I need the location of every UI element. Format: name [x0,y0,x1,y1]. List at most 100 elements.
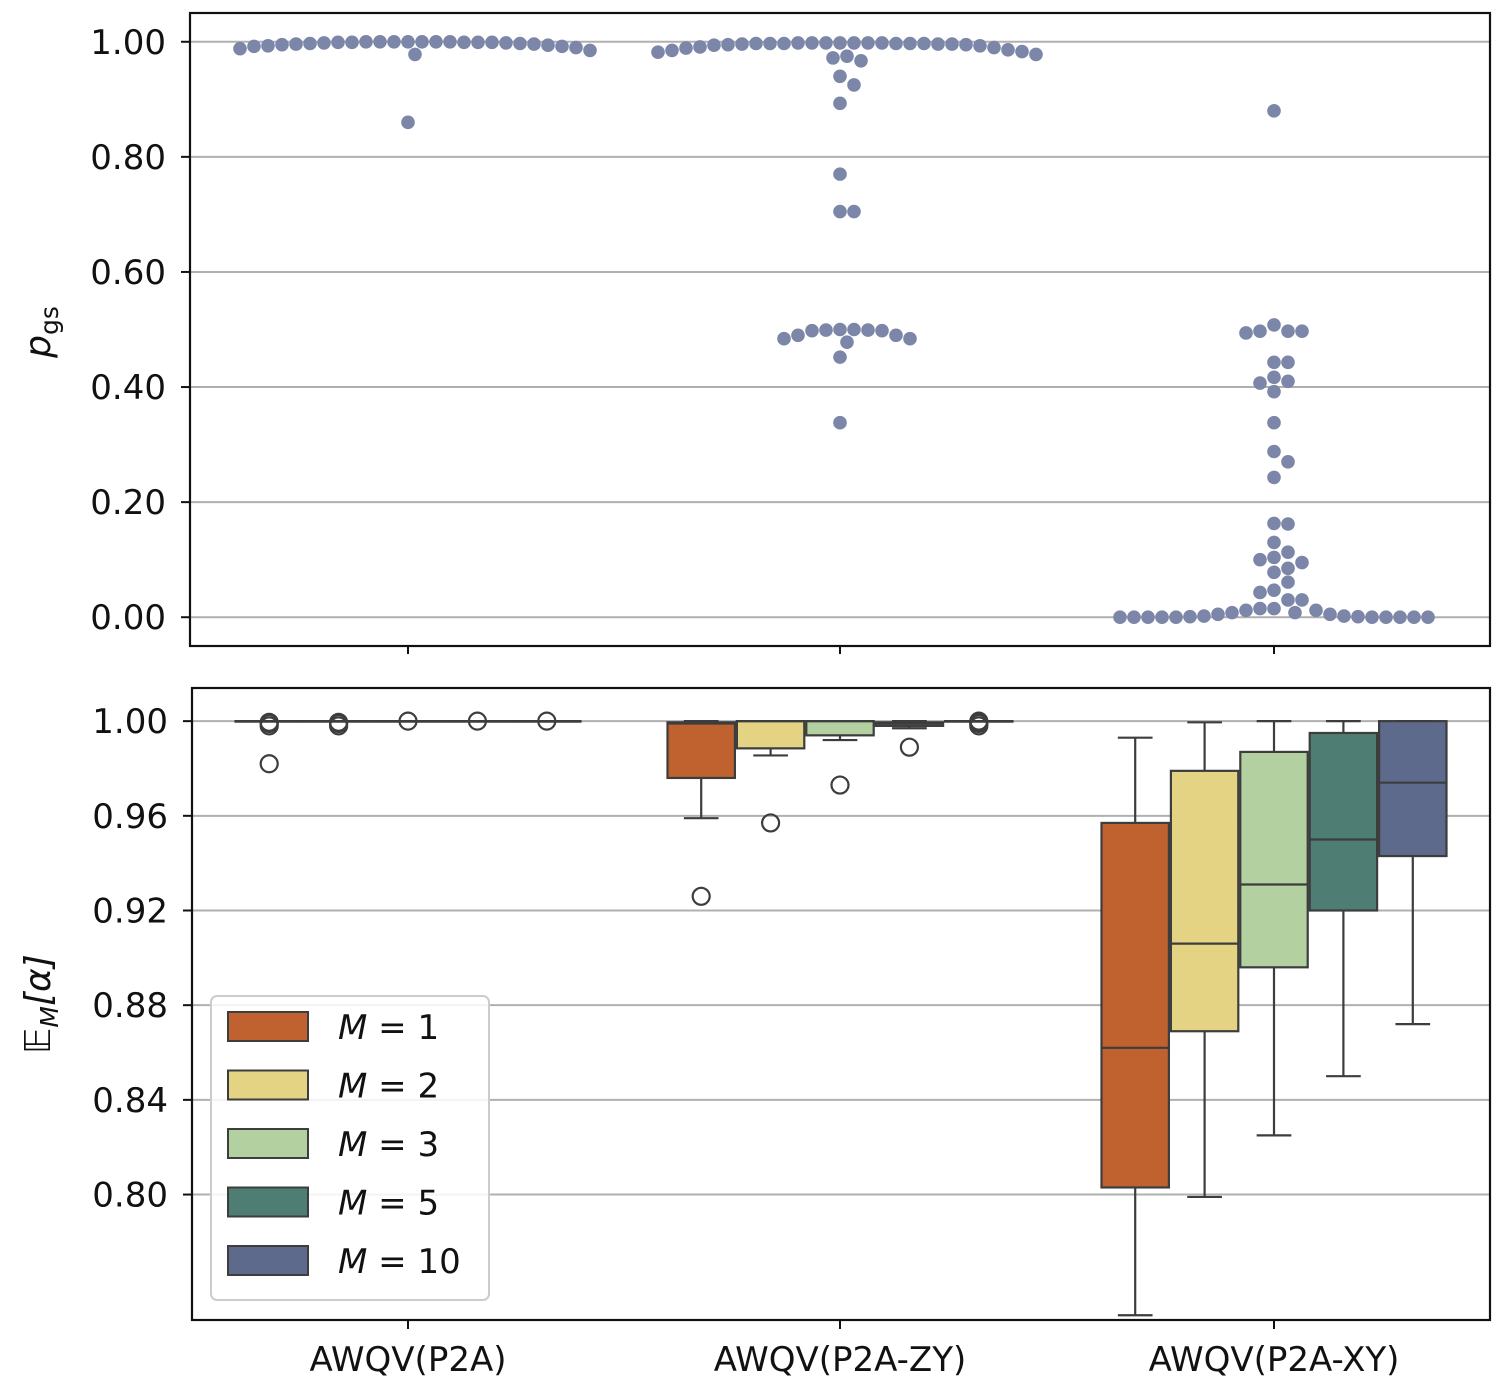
box-y-label-main: 𝔼 [18,1028,59,1054]
swarm-point [931,37,945,51]
swarm-point [875,36,889,50]
swarm-point [847,204,861,219]
swarm-point [1197,609,1211,623]
box-element [1308,720,1379,1078]
swarm-point [499,36,513,50]
swarm-point [457,35,471,50]
swarm-point [387,34,401,49]
swarm-point [408,47,422,62]
swarm-point [735,37,749,51]
swarm-point [1267,601,1281,616]
box-x-ticks: AWQV(P2A) AWQV(P2A-ZY) AWQV(P2A-XY) [310,1320,1400,1380]
legend-swatch [227,1011,309,1042]
legend-swatch [227,1069,309,1101]
swarm-point [443,34,457,49]
box-outlier [899,737,920,757]
swarm-point [840,335,854,349]
box-outlier [398,711,418,731]
swarm-y-label-base: p [18,335,59,359]
legend-label: M = 2 [338,1067,439,1107]
box-body [666,721,737,780]
swarm-point [1253,585,1267,600]
swarm-point [1267,318,1281,332]
swarm-point [833,322,847,337]
swarm-point [665,43,679,58]
swarm-point [1141,610,1155,625]
swarm-point [303,36,317,51]
swarm-point [973,39,987,53]
legend-swatch [227,1128,309,1159]
box-element [666,720,737,906]
swarm-point [1295,324,1309,339]
swarm-point [401,34,415,49]
swarm-point [1015,44,1029,59]
swarm-point [233,41,247,56]
swarm-point [1267,415,1281,430]
swarm-y-tick-label: 0.00 [90,598,166,638]
box-element [1169,721,1240,1199]
box-y-tick-label: 1.00 [92,702,168,742]
swarm-y-tick-label: 0.60 [90,253,166,293]
swarm-point [805,36,819,50]
swarm-plot-panel: 0.00 0.20 0.40 0.60 0.80 1.00 pgs [18,11,1492,654]
swarm-point [1267,104,1281,118]
swarm-point [833,69,847,84]
swarm-point [1267,384,1281,399]
swarm-point [707,38,721,53]
swarm-point [541,38,555,53]
swarm-point [1267,565,1281,580]
swarm-point [317,36,331,50]
box-element [874,720,945,757]
swarm-point [1281,455,1295,469]
box-y-tick-label: 0.96 [92,797,168,837]
swarm-point [1183,609,1197,624]
swarm-point [749,36,763,51]
box-x-tick-label: AWQV(P2A) [310,1340,507,1380]
box-y-tick-label: 0.84 [92,1081,168,1121]
swarm-point [763,36,777,51]
swarm-point [1253,601,1267,616]
swarm-point [875,323,889,338]
swarm-point [805,323,819,338]
swarm-point [1281,561,1295,576]
swarm-point [485,35,499,50]
box-body [735,720,806,750]
box-x-tick-label: AWQV(P2A-XY) [1149,1340,1400,1380]
swarm-point [1267,470,1281,485]
swarm-point [1267,550,1281,565]
swarm-point [1113,610,1127,625]
box-x-tick-label: AWQV(P2A-ZY) [714,1340,967,1380]
swarm-point [1281,355,1295,370]
box-element [805,720,875,795]
box-body [1239,750,1309,969]
swarm-point [903,331,917,346]
swarm-point [345,35,359,50]
box-outlier [537,711,557,731]
swarm-point [1309,603,1323,618]
swarm-point [987,40,1001,55]
box-body [1308,731,1379,912]
swarm-point [1421,610,1435,625]
swarm-point [847,36,861,50]
box-outlier [329,716,349,736]
swarm-point [583,43,597,58]
swarm-point [1281,324,1295,339]
legend-label: M = 3 [338,1125,439,1165]
swarm-y-ticks: 0.00 0.20 0.40 0.60 0.80 1.00 [90,23,1275,654]
swarm-point [373,34,387,49]
swarm-point [1281,517,1295,531]
swarm-point [1267,444,1281,459]
swarm-point [1211,607,1225,622]
swarm-point [1407,610,1421,625]
box-element [373,711,443,731]
swarm-point [1295,555,1309,570]
swarm-point [261,39,275,53]
box-y-tick-label: 0.92 [92,892,168,932]
swarm-point [1267,583,1281,597]
swarm-point [847,322,861,337]
box-outlier [259,754,279,774]
swarm-point [415,34,429,49]
swarm-point [275,37,289,52]
swarm-point [1288,605,1302,620]
swarm-point [1281,575,1295,589]
